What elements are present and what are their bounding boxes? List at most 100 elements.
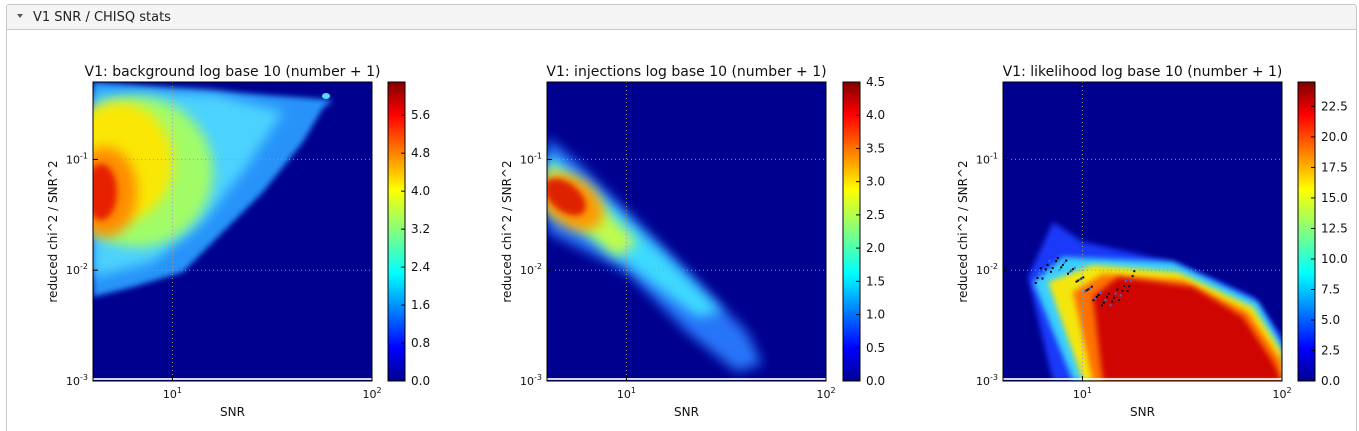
density-speckle [1095,295,1098,298]
colorbar-tick-label: 2.5 [866,208,885,222]
density-speckle [1046,264,1049,267]
y-axis-label: reduced chi^2 / SNR^2 [956,160,970,302]
density-region [322,93,330,99]
chart-title: V1: likelihood log base 10 (number + 1) [1003,64,1283,80]
colorbar-tick-label: 4.0 [411,184,430,198]
colorbar-gradient [387,81,406,382]
density-speckle [1114,292,1117,295]
axis-band [93,378,372,380]
density-speckle [1041,277,1044,280]
colorbar-tick-label: 0.0 [1321,374,1340,388]
density-speckle [1097,293,1100,296]
density-speckle [1061,263,1064,266]
colorbar-tick-label: 0.8 [411,336,430,350]
density-speckle [1060,266,1063,269]
colorbar-tick-label: 4.0 [866,108,885,122]
density-region [1093,277,1282,381]
colorbar-tick-label: 2.0 [866,241,885,255]
colorbar-tick-label: 3.2 [411,222,430,236]
y-tick-label: 10-2 [66,262,88,277]
colorbar-gradient [1297,81,1316,382]
x-axis-label: SNR [674,405,699,419]
density-speckle [1072,268,1075,271]
colorbar-tick-label: 17.5 [1321,160,1348,174]
y-tick-label: 10-3 [520,373,542,388]
colorbar-tick-label: 2.5 [1321,343,1340,357]
x-tick-label: 101 [163,386,182,401]
density-speckle [1090,285,1093,288]
colorbar-tick-label: 12.5 [1321,221,1348,235]
x-tick-label: 101 [617,386,636,401]
density-speckle [1080,277,1083,280]
density-speckle [1038,272,1041,275]
density-speckle [1094,297,1097,300]
density-speckle [1131,275,1134,278]
colorbar-tick-label: 2.4 [411,260,430,274]
density-speckle [1111,300,1114,303]
panel-title: V1 SNR / CHISQ stats [33,10,171,25]
density-speckle [1118,298,1120,301]
x-axis-label: SNR [220,405,245,419]
density-speckle [1077,279,1080,282]
density-speckle [1063,261,1066,264]
density-speckle [1102,301,1105,304]
colorbar-tick-label: 1.6 [411,298,430,312]
plot-frame [546,81,827,382]
y-axis-label: reduced chi^2 / SNR^2 [46,160,60,302]
colorbar-tick-label: 1.5 [866,274,885,288]
density-speckle [1104,298,1107,301]
density-speckle [1033,287,1035,289]
density-speckle [1116,288,1119,291]
density-speckle [1129,280,1132,283]
density-region [547,178,586,216]
density-speckle [1089,287,1092,290]
density-speckle [1078,278,1081,281]
colorbar-tick-label: 10.0 [1321,252,1348,266]
colorbar-tick-label: 7.5 [1321,282,1340,296]
density-speckle [1050,270,1052,273]
density-speckle [1124,280,1127,283]
density-speckle [1087,288,1090,291]
colorbar-tick-label: 22.5 [1321,99,1348,113]
density-speckle [1112,296,1115,299]
chevron-down-icon[interactable] [17,14,23,18]
heatmap-density [93,82,343,297]
colorbar-tick-label: 3.0 [866,175,885,189]
x-tick-label: 101 [1073,386,1092,401]
density-speckle [1085,289,1088,292]
chart-1: V1: background log base 10 (number + 1) 1… [46,64,430,419]
heatmap-density [1028,222,1282,381]
chart-title: V1: background log base 10 (number + 1) [85,64,381,80]
panel-body [6,30,1357,431]
y-axis-label: reduced chi^2 / SNR^2 [500,160,514,302]
colorbar-tick-label: 0.0 [866,374,885,388]
y-tick-label: 10-3 [66,373,88,388]
density-speckle [1065,259,1068,262]
density-speckle [1067,272,1069,275]
chart-2: V1: injections log base 10 (number + 1) 1… [500,64,885,419]
colorbar-tick-label: 15.0 [1321,191,1348,205]
density-speckle [1055,260,1058,263]
density-speckle [1075,280,1078,283]
density-speckle [1109,304,1112,307]
colorbar-tick-label: 3.5 [866,141,885,155]
density-speckle [1119,294,1122,297]
stats-panel-header[interactable]: V1 SNR / CHISQ stats [6,4,1357,30]
axis-band [547,378,826,380]
density-speckle [1048,259,1051,262]
colorbar-tick-label: 4.5 [866,75,885,89]
density-speckle [1039,267,1042,270]
x-axis-label: SNR [1130,405,1155,419]
density-speckle [1099,291,1102,294]
x-tick-label: 102 [362,386,381,401]
x-tick-label: 102 [1272,386,1291,401]
density-speckle [1034,282,1037,285]
chart-3: V1: likelihood log base 10 (number + 1) 1… [956,64,1348,419]
colorbar-tick-label: 0.0 [411,374,430,388]
density-speckle [1121,289,1124,292]
colorbar: 0.0 0.8 1.6 2.4 3.2 4.0 4.8 5.6 [387,81,430,388]
density-speckle [1053,263,1056,266]
density-speckle [1073,266,1076,269]
axis-band [1003,378,1282,380]
